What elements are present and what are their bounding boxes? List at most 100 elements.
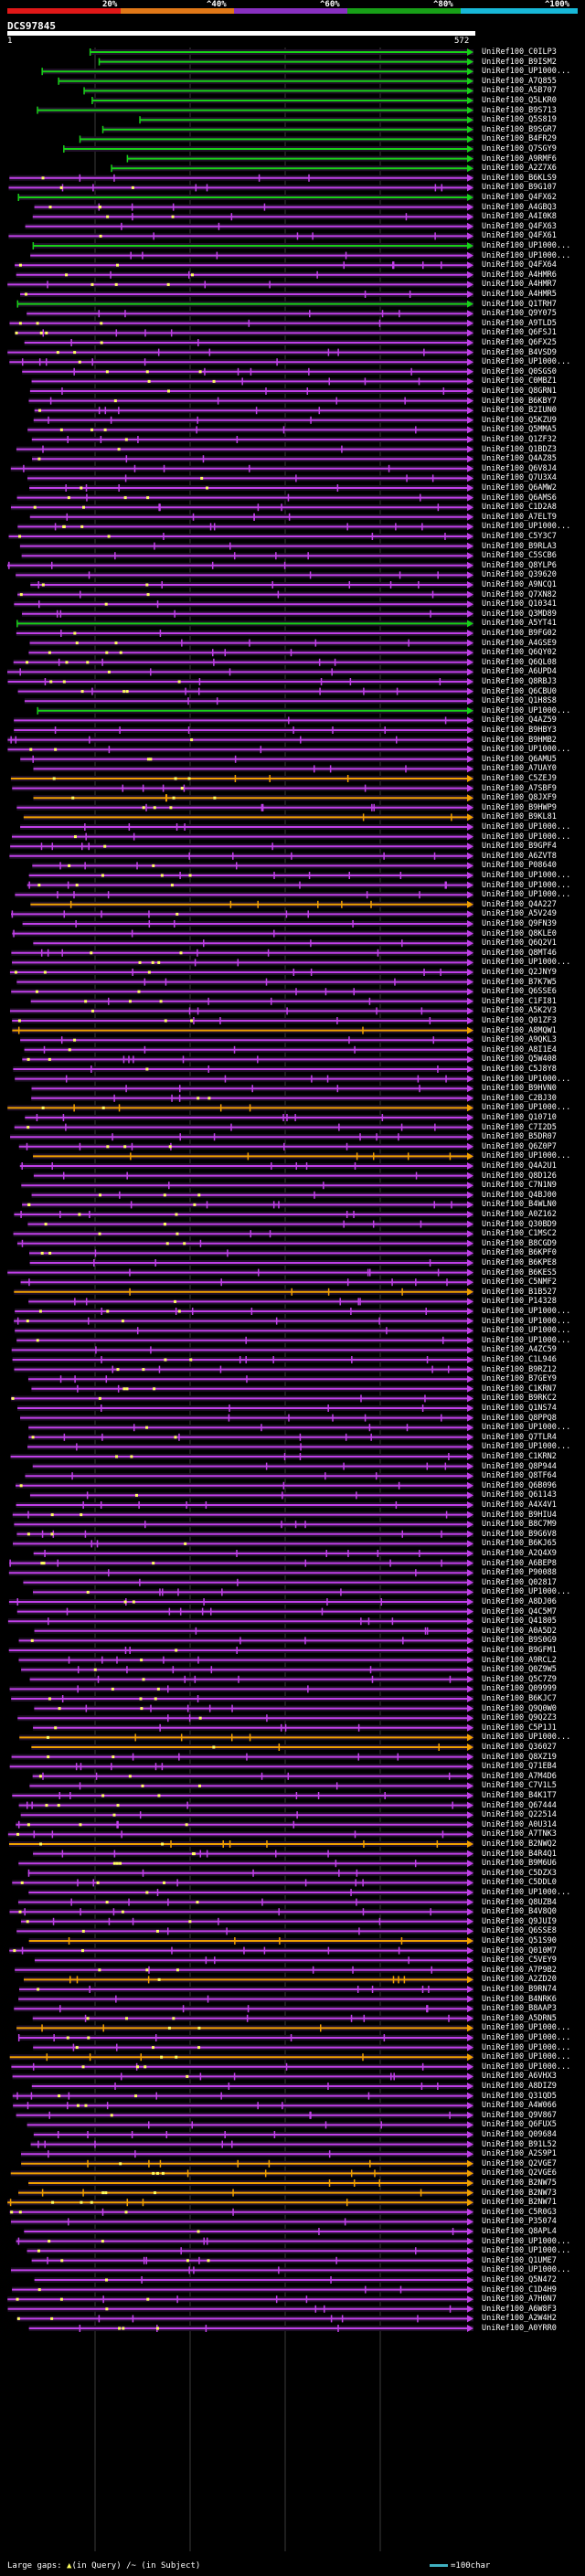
- hit-label[interactable]: UniRef100_B4V8Q0: [482, 1907, 557, 1917]
- hit-label[interactable]: UniRef100_Q10710: [482, 1113, 557, 1122]
- hit-label[interactable]: UniRef100_A7ELT9: [482, 512, 557, 522]
- hit-label[interactable]: UniRef100_Q8JXF9: [482, 793, 557, 803]
- hit-label[interactable]: UniRef100_UP1000...: [482, 1442, 571, 1452]
- hit-label[interactable]: UniRef100_Q1NS74: [482, 1404, 557, 1413]
- hit-label[interactable]: UniRef100_A8MQW1: [482, 1025, 557, 1035]
- hit-label[interactable]: UniRef100_Q9JUI9: [482, 1916, 557, 1926]
- hit-label[interactable]: UniRef100_C1MSC2: [482, 1229, 557, 1239]
- hit-label[interactable]: UniRef100_C7N1N9: [482, 1181, 557, 1191]
- hit-label[interactable]: UniRef100_Q1UME7: [482, 2255, 557, 2265]
- hit-label[interactable]: UniRef100_B7K7W5: [482, 977, 557, 987]
- hit-label[interactable]: UniRef100_Q4C5M7: [482, 1606, 557, 1617]
- hit-label[interactable]: UniRef100_Q7U3X4: [482, 473, 557, 483]
- hit-label[interactable]: UniRef100_Q31QD5: [482, 2091, 557, 2101]
- hit-label[interactable]: UniRef100_Q22514: [482, 1810, 557, 1820]
- hit-label[interactable]: UniRef100_Q2VGE7: [482, 2158, 557, 2168]
- hit-label[interactable]: UniRef100_C5DDL0: [482, 1878, 557, 1888]
- hit-label[interactable]: UniRef100_A2W4H2: [482, 2314, 557, 2324]
- hit-label[interactable]: UniRef100_B9HBY3: [482, 726, 557, 735]
- hit-label[interactable]: UniRef100_A7P9B2: [482, 1965, 557, 1975]
- hit-label[interactable]: UniRef100_B6KJC7: [482, 1694, 557, 1703]
- hit-label[interactable]: UniRef100_UP1000...: [482, 1888, 571, 1897]
- hit-label[interactable]: UniRef100_UP1000...: [482, 2023, 571, 2033]
- hit-label[interactable]: UniRef100_A2Q4X9: [482, 1549, 557, 1558]
- hit-label[interactable]: UniRef100_B9GFM1: [482, 1646, 557, 1655]
- hit-label[interactable]: UniRef100_A6W8F3: [482, 2304, 557, 2314]
- hit-label[interactable]: UniRef100_Q6Z0P7: [482, 1141, 557, 1151]
- hit-label[interactable]: UniRef100_Q41805: [482, 1617, 557, 1627]
- hit-label[interactable]: UniRef100_Q02817: [482, 1577, 557, 1587]
- hit-label[interactable]: UniRef100_Q2JNY9: [482, 968, 557, 977]
- hit-label[interactable]: UniRef100_Q6FX25: [482, 338, 557, 347]
- hit-label[interactable]: UniRef100_Q4FX63: [482, 221, 557, 231]
- hit-label[interactable]: UniRef100_B4WLN0: [482, 1200, 557, 1210]
- hit-label[interactable]: UniRef100_B9ISM2: [482, 57, 557, 67]
- hit-label[interactable]: UniRef100_B6KPE8: [482, 1258, 557, 1267]
- hit-label[interactable]: UniRef100_B9SGR7: [482, 124, 557, 134]
- hit-label[interactable]: UniRef100_C5P1J1: [482, 1723, 557, 1733]
- hit-label[interactable]: UniRef100_Q8RBJ3: [482, 677, 557, 686]
- hit-label[interactable]: UniRef100_UP1000...: [482, 1326, 571, 1336]
- hit-label[interactable]: UniRef100_Q1BDZ3: [482, 444, 557, 454]
- hit-label[interactable]: UniRef100_C0ILP3: [482, 48, 557, 57]
- hit-label[interactable]: UniRef100_UP1000...: [482, 2246, 571, 2256]
- hit-label[interactable]: UniRef100_A5V249: [482, 909, 557, 919]
- hit-label[interactable]: UniRef100_C5DZX3: [482, 1868, 557, 1878]
- hit-label[interactable]: UniRef100_Q6V8J4: [482, 463, 557, 473]
- hit-label[interactable]: UniRef100_Q6Q2V1: [482, 938, 557, 949]
- hit-label[interactable]: UniRef100_Q6B096: [482, 1480, 557, 1490]
- hit-label[interactable]: UniRef100_A9TLD5: [482, 318, 557, 328]
- hit-label[interactable]: UniRef100_B2NW71: [482, 2198, 557, 2208]
- hit-label[interactable]: UniRef100_A4HMR6: [482, 270, 557, 280]
- hit-label[interactable]: UniRef100_C5ZEJ9: [482, 774, 557, 783]
- hit-label[interactable]: UniRef100_A7H0N7: [482, 2295, 557, 2305]
- hit-label[interactable]: UniRef100_UP1000...: [482, 890, 571, 900]
- hit-label[interactable]: UniRef100_Q4A227: [482, 899, 557, 909]
- hit-label[interactable]: UniRef100_A6VHX3: [482, 2072, 557, 2082]
- hit-label[interactable]: UniRef100_Q4FX64: [482, 260, 557, 270]
- hit-label[interactable]: UniRef100_A2ZD20: [482, 1975, 557, 1985]
- hit-label[interactable]: UniRef100_Q6FSJ1: [482, 328, 557, 338]
- hit-label[interactable]: UniRef100_B6KBY7: [482, 396, 557, 406]
- hit-label[interactable]: UniRef100_Q8MT46: [482, 948, 557, 958]
- hit-label[interactable]: UniRef100_C1L946: [482, 1355, 557, 1364]
- hit-label[interactable]: UniRef100_B2NWQ2: [482, 1839, 557, 1849]
- hit-label[interactable]: UniRef100_Q8APL4: [482, 2227, 557, 2236]
- hit-label[interactable]: UniRef100_B9FG02: [482, 629, 557, 638]
- hit-label[interactable]: UniRef100_Q0SGS0: [482, 366, 557, 376]
- hit-label[interactable]: UniRef100_A9RMF6: [482, 154, 557, 164]
- hit-label[interactable]: UniRef100_A6UPD4: [482, 667, 557, 677]
- hit-label[interactable]: UniRef100_UP1000...: [482, 1423, 571, 1433]
- hit-label[interactable]: UniRef100_A5DRN5: [482, 2013, 557, 2023]
- hit-label[interactable]: UniRef100_B4VSD9: [482, 347, 557, 357]
- hit-label[interactable]: UniRef100_Q1H8S8: [482, 696, 557, 706]
- hit-label[interactable]: UniRef100_A4HMR7: [482, 280, 557, 290]
- hit-label[interactable]: UniRef100_A0U314: [482, 1819, 557, 1829]
- hit-label[interactable]: UniRef100_A5YT41: [482, 619, 557, 629]
- hit-label[interactable]: UniRef100_Q6SSE8: [482, 1926, 557, 1936]
- hit-label[interactable]: UniRef100_Q7TLR4: [482, 1432, 557, 1442]
- hit-label[interactable]: UniRef100_B9G6V8: [482, 1529, 557, 1539]
- hit-label[interactable]: UniRef100_Q4AZ59: [482, 716, 557, 726]
- hit-label[interactable]: UniRef100_Q36027: [482, 1743, 557, 1752]
- hit-label[interactable]: UniRef100_UP1000...: [482, 67, 571, 77]
- hit-label[interactable]: UniRef100_A0YRR0: [482, 2324, 557, 2333]
- hit-label[interactable]: UniRef100_Q09999: [482, 1684, 557, 1694]
- hit-label[interactable]: UniRef100_Q2VGE6: [482, 2168, 557, 2178]
- hit-label[interactable]: UniRef100_C0MBZ1: [482, 376, 557, 387]
- hit-label[interactable]: UniRef100_C5J8Y8: [482, 1065, 557, 1074]
- hit-label[interactable]: UniRef100_UP1000...: [482, 822, 571, 832]
- hit-label[interactable]: UniRef100_Q6QY02: [482, 648, 557, 658]
- hit-label[interactable]: UniRef100_Q5MMA5: [482, 425, 557, 435]
- hit-label[interactable]: UniRef100_C5VEY9: [482, 1956, 557, 1966]
- hit-label[interactable]: UniRef100_Q1ZF32: [482, 435, 557, 444]
- hit-label[interactable]: UniRef100_Q6AMW2: [482, 483, 557, 493]
- hit-label[interactable]: UniRef100_A8DIZ9: [482, 2082, 557, 2091]
- hit-label[interactable]: UniRef100_UP1000...: [482, 2033, 571, 2042]
- hit-label[interactable]: UniRef100_Q8UZB4: [482, 1897, 557, 1907]
- hit-label[interactable]: UniRef100_C5Y3C7: [482, 532, 557, 541]
- hit-label[interactable]: UniRef100_A5B707: [482, 86, 557, 96]
- hit-label[interactable]: UniRef100_UP1000...: [482, 1074, 571, 1084]
- hit-label[interactable]: UniRef100_UP1000...: [482, 1151, 571, 1161]
- hit-label[interactable]: UniRef100_A4GBQ3: [482, 202, 557, 212]
